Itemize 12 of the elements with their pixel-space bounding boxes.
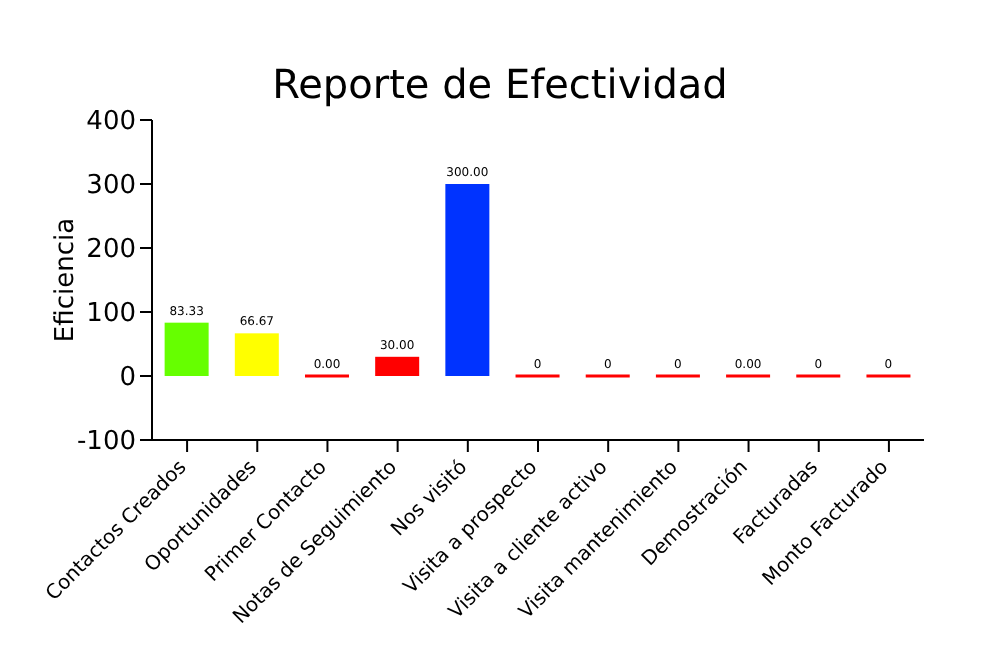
chart-title: Reporte de Efectividad (270, 60, 730, 108)
y-tick-label: -100 (76, 427, 136, 458)
y-tick-label: 300 (86, 171, 136, 202)
bar (234, 333, 279, 376)
y-tick-label: 400 (86, 107, 136, 138)
bar (164, 322, 209, 376)
y-axis-title: Eficiencia (51, 217, 82, 343)
y-tick-label: 0 (119, 363, 136, 394)
bar (445, 184, 490, 376)
y-tick-label: 200 (86, 235, 136, 266)
y-tick-label: 100 (86, 299, 136, 330)
bar (375, 356, 420, 376)
